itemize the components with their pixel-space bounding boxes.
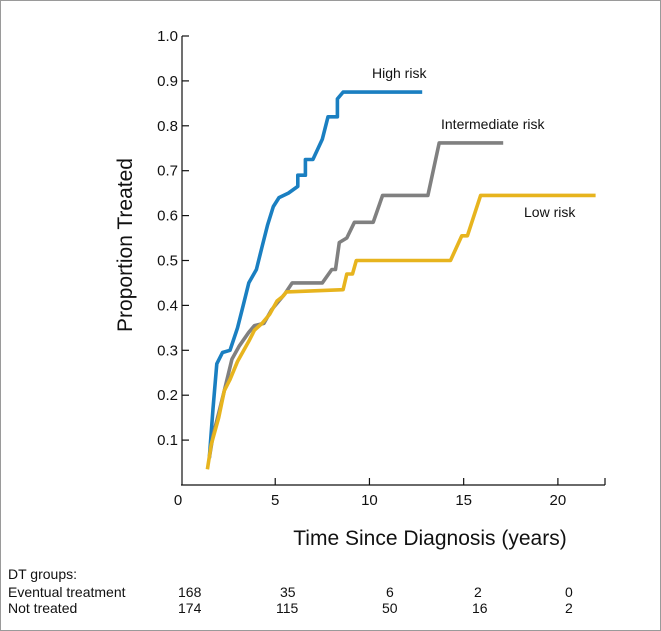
- x-tick-label: 0: [174, 492, 182, 509]
- risk-table-cell: 168: [178, 584, 202, 600]
- series-label-low-risk: Low risk: [524, 204, 576, 220]
- x-tick-label: 10: [361, 492, 378, 509]
- series-line-low-risk: [205, 193, 596, 470]
- risk-table-row-label: Eventual treatment: [8, 584, 126, 600]
- y-tick-label: 0.3: [157, 342, 178, 359]
- risk-table-cell: 6: [386, 584, 394, 600]
- y-tick-label: 0.8: [157, 118, 178, 135]
- risk-table-cell: 174: [178, 600, 202, 616]
- y-tick-label: 0.5: [157, 253, 178, 270]
- x-axis-title: Time Since Diagnosis (years): [293, 527, 566, 550]
- risk-table-cell: 50: [382, 600, 398, 616]
- y-tick-label: 0.4: [157, 297, 178, 314]
- series-line-high-risk: [207, 90, 423, 459]
- y-tick-label: 0.6: [157, 208, 178, 225]
- series-line-intermediate-risk: [207, 141, 504, 459]
- risk-table-cell: 2: [565, 600, 573, 616]
- x-tick-label: 15: [455, 492, 472, 509]
- x-tick-label: 5: [271, 492, 279, 509]
- risk-table-cell: 2: [474, 584, 482, 600]
- series-label-intermediate-risk: Intermediate risk: [441, 116, 545, 132]
- y-tick-label: 0.1: [157, 432, 178, 449]
- y-tick-label: 0.7: [157, 163, 178, 180]
- y-axis-title: Proportion Treated: [114, 158, 137, 332]
- y-tick-label: 0.2: [157, 387, 178, 404]
- y-tick-label: 1.0: [157, 28, 178, 45]
- risk-table-cell: 115: [276, 600, 299, 616]
- risk-table-cell: 35: [280, 584, 296, 600]
- risk-table-row-label: Not treated: [8, 600, 78, 616]
- y-tick-label: 0.9: [157, 73, 178, 90]
- series-label-high-risk: High risk: [372, 65, 427, 81]
- risk-table-cell: 0: [565, 584, 573, 600]
- risk-table-cell: 16: [472, 600, 488, 616]
- x-tick-label: 20: [550, 492, 567, 509]
- risk-table-heading: DT groups:: [8, 566, 77, 582]
